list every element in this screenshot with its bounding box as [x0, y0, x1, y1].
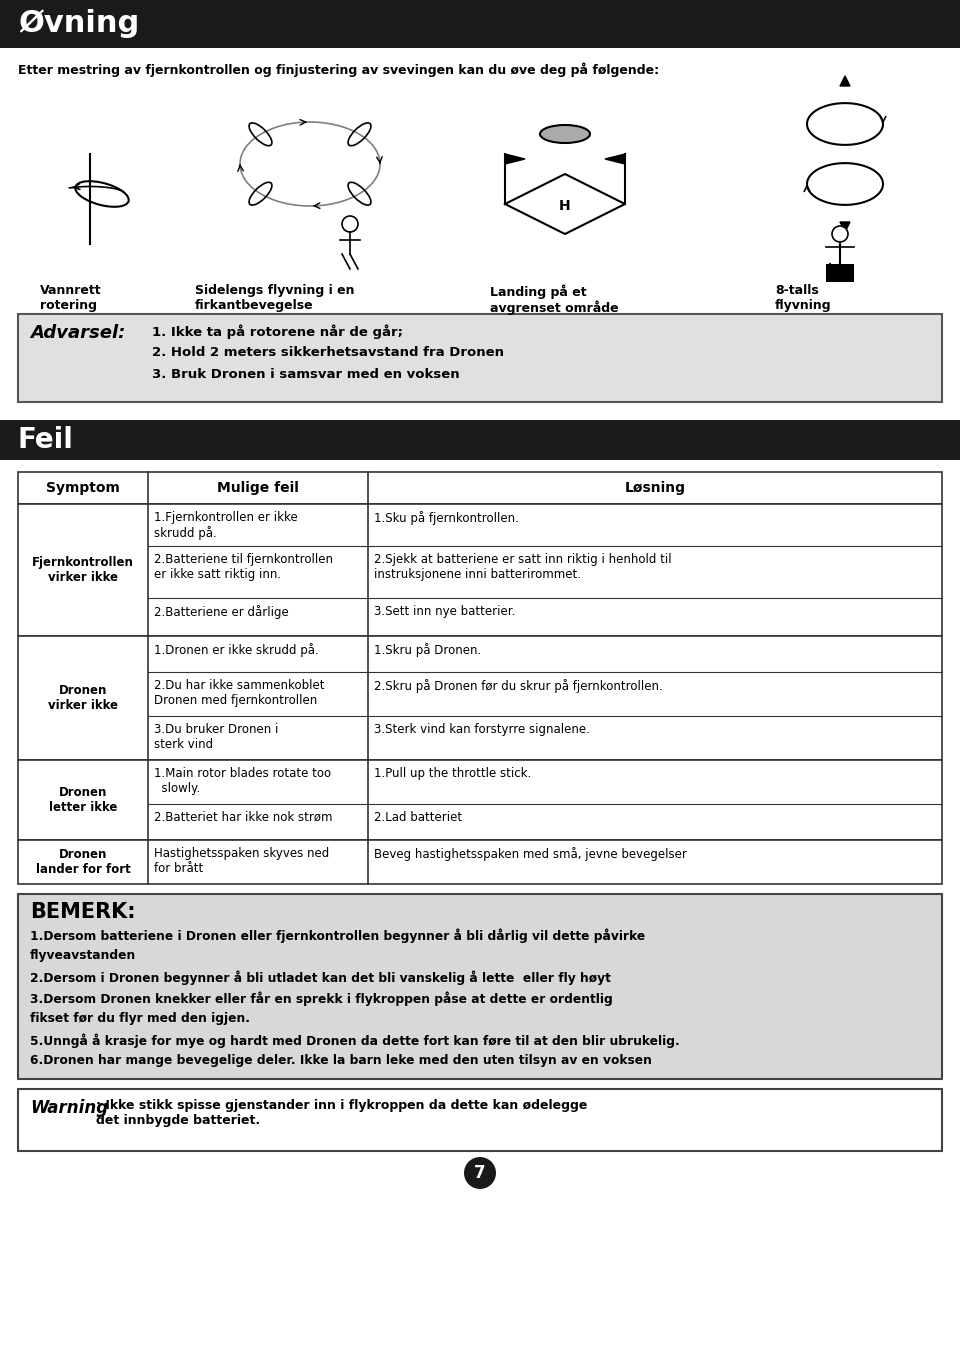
- Text: 1. Ikke ta på rotorene når de går;: 1. Ikke ta på rotorene når de går;: [152, 324, 403, 338]
- Text: Mulige feil: Mulige feil: [217, 482, 299, 495]
- Circle shape: [832, 226, 848, 242]
- Polygon shape: [505, 155, 525, 164]
- Bar: [18, 840, 942, 884]
- Bar: [18, 895, 942, 1079]
- Text: Advarsel:: Advarsel:: [30, 324, 126, 342]
- Text: 2. Hold 2 meters sikkerhetsavstand fra Dronen: 2. Hold 2 meters sikkerhetsavstand fra D…: [152, 346, 504, 358]
- Text: 2.Skru på Dronen før du skrur på fjernkontrollen.: 2.Skru på Dronen før du skrur på fjernko…: [374, 679, 662, 694]
- Text: 8-talls
flyvning: 8-talls flyvning: [775, 285, 831, 312]
- Text: 1.Pull up the throttle stick.: 1.Pull up the throttle stick.: [374, 767, 531, 780]
- Text: flyveavstanden: flyveavstanden: [30, 949, 136, 962]
- Text: Fjernkontrollen
virker ikke: Fjernkontrollen virker ikke: [32, 555, 134, 584]
- Text: Sidelengs flyvning i en
firkantbevegelse: Sidelengs flyvning i en firkantbevegelse: [195, 285, 354, 312]
- Text: Øvning: Øvning: [18, 10, 139, 38]
- Text: 2.Du har ikke sammenkoblet
Dronen med fjernkontrollen: 2.Du har ikke sammenkoblet Dronen med fj…: [154, 679, 324, 707]
- Ellipse shape: [540, 124, 590, 144]
- Bar: [0, 420, 960, 460]
- Text: 3.Du bruker Dronen i
sterk vind: 3.Du bruker Dronen i sterk vind: [154, 724, 278, 751]
- Text: 2.Batteriene til fjernkontrollen
er ikke satt riktig inn.: 2.Batteriene til fjernkontrollen er ikke…: [154, 553, 333, 581]
- Text: 2.Sjekk at batteriene er satt inn riktig i henhold til
instruksjonene inni batte: 2.Sjekk at batteriene er satt inn riktig…: [374, 553, 672, 581]
- Text: Hastighetsspaken skyves ned
for brått: Hastighetsspaken skyves ned for brått: [154, 847, 329, 876]
- Text: Dronen
lander for fort: Dronen lander for fort: [36, 848, 131, 876]
- Bar: [18, 315, 942, 402]
- Text: 3.Dersom Dronen knekker eller får en sprekk i flykroppen påse at dette er ordent: 3.Dersom Dronen knekker eller får en spr…: [30, 990, 612, 1005]
- Polygon shape: [840, 77, 850, 86]
- Text: Feil: Feil: [18, 425, 74, 454]
- Text: : Ikke stikk spisse gjenstander inn i flykroppen da dette kan ødelegge
det innby: : Ikke stikk spisse gjenstander inn i fl…: [96, 1099, 588, 1127]
- Text: 1.Skru på Dronen.: 1.Skru på Dronen.: [374, 643, 481, 657]
- Bar: [18, 503, 942, 636]
- Text: 3.Sterk vind kan forstyrre signalene.: 3.Sterk vind kan forstyrre signalene.: [374, 724, 589, 736]
- Text: Dronen
virker ikke: Dronen virker ikke: [48, 684, 118, 711]
- Text: H: H: [559, 198, 571, 213]
- Text: 2.Batteriene er dårlige: 2.Batteriene er dårlige: [154, 605, 289, 618]
- Text: 2.Batteriet har ikke nok strøm: 2.Batteriet har ikke nok strøm: [154, 811, 332, 824]
- Text: BEMERK:: BEMERK:: [30, 902, 135, 922]
- Text: 1.Dersom batteriene i Dronen eller fjernkontrollen begynner å bli dårlig vil det: 1.Dersom batteriene i Dronen eller fjern…: [30, 928, 645, 943]
- Text: 1.Sku på fjernkontrollen.: 1.Sku på fjernkontrollen.: [374, 512, 518, 525]
- Text: 2.Dersom i Dronen begynner å bli utladet kan det bli vanskelig å lette  eller fl: 2.Dersom i Dronen begynner å bli utladet…: [30, 970, 611, 985]
- Bar: [18, 761, 942, 840]
- Polygon shape: [840, 222, 850, 233]
- Text: 3. Bruk Dronen i samsvar med en voksen: 3. Bruk Dronen i samsvar med en voksen: [152, 368, 460, 382]
- Text: 5.Unngå å krasje for mye og hardt med Dronen da dette fort kan føre til at den b: 5.Unngå å krasje for mye og hardt med Dr…: [30, 1033, 680, 1048]
- Text: 1.Fjernkontrollen er ikke
skrudd på.: 1.Fjernkontrollen er ikke skrudd på.: [154, 512, 298, 540]
- Text: Etter mestring av fjernkontrollen og finjustering av svevingen kan du øve deg på: Etter mestring av fjernkontrollen og fin…: [18, 62, 660, 77]
- Text: Warning: Warning: [30, 1099, 108, 1118]
- Bar: [0, 0, 960, 48]
- Text: Løsning: Løsning: [625, 482, 685, 495]
- Bar: [826, 264, 854, 282]
- Text: Dronen
letter ikke: Dronen letter ikke: [49, 787, 117, 814]
- Bar: [18, 1089, 942, 1150]
- Text: 6.Dronen har mange bevegelige deler. Ikke la barn leke med den uten tilsyn av en: 6.Dronen har mange bevegelige deler. Ikk…: [30, 1053, 652, 1067]
- Text: fikset før du flyr med den igjen.: fikset før du flyr med den igjen.: [30, 1012, 250, 1025]
- Text: 3.Sett inn nye batterier.: 3.Sett inn nye batterier.: [374, 605, 516, 618]
- Text: 2.Lad batteriet: 2.Lad batteriet: [374, 811, 462, 824]
- Text: Vannrett
rotering: Vannrett rotering: [40, 285, 102, 312]
- Text: 7: 7: [474, 1164, 486, 1182]
- Bar: [18, 636, 942, 761]
- Text: 1.Dronen er ikke skrudd på.: 1.Dronen er ikke skrudd på.: [154, 643, 319, 657]
- Circle shape: [464, 1157, 496, 1189]
- Polygon shape: [605, 155, 625, 164]
- Bar: [18, 472, 942, 503]
- Text: Symptom: Symptom: [46, 482, 120, 495]
- Text: 1.Main rotor blades rotate too
  slowly.: 1.Main rotor blades rotate too slowly.: [154, 767, 331, 795]
- Text: Landing på et
avgrenset område: Landing på et avgrenset område: [490, 285, 618, 316]
- Text: Beveg hastighetsspaken med små, jevne bevegelser: Beveg hastighetsspaken med små, jevne be…: [374, 847, 686, 860]
